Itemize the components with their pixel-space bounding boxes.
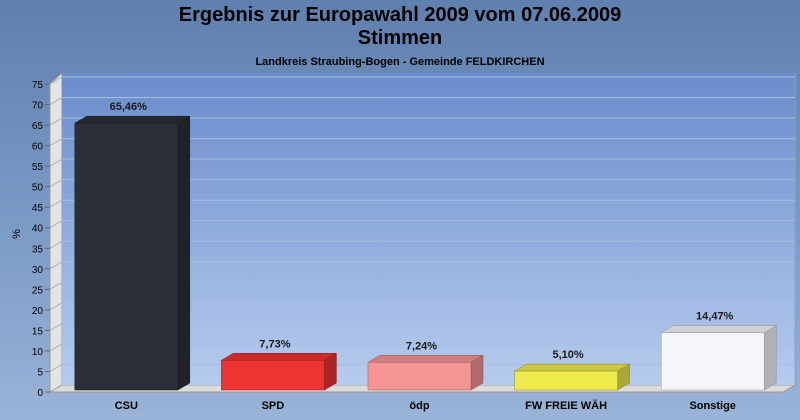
y-tick-label: 55 [32,162,44,173]
bar [74,122,179,391]
y-tick-label: 30 [32,265,44,276]
y-tick-label: 25 [32,285,44,296]
data-label: 65,46% [110,101,148,113]
y-tick-label: 40 [32,224,44,235]
gridline-wall [49,199,63,208]
gridline-wall [49,220,63,229]
gridline-wall [49,97,63,105]
bar [660,332,765,391]
gridline-wall [49,179,63,188]
y-tick-label: 20 [32,306,44,317]
gridline-wall [49,158,63,167]
data-label: 7,73% [259,338,290,350]
gridline-wall [49,117,63,126]
y-tick-label: 5 [37,367,43,378]
gridline-wall [49,76,63,85]
x-tick-label: SPD [262,400,285,412]
y-tick-label: 70 [32,101,44,112]
gridline-wall [49,302,63,311]
y-axis-label: % [11,229,23,239]
chart-title-2: Stimmen [358,27,442,49]
gridline-wall [49,322,63,331]
y-tick-label: 0 [37,388,43,399]
bar-top [73,115,191,124]
y-tick-label: 35 [32,244,44,255]
gridline-wall [49,138,63,147]
data-label: 14,47% [696,311,734,323]
left-wall [49,71,63,393]
y-tick-label: 65 [32,121,44,132]
bar-top [660,325,778,333]
bar-side [177,115,191,391]
bar-top [367,355,484,363]
y-tick-label: 45 [32,203,44,214]
data-label: 7,24% [406,340,437,352]
gridline-wall [49,364,63,372]
bar-top [220,353,338,361]
gridline-wall [49,281,63,290]
bar [221,360,325,391]
chart-subtitle: Landkreis Straubing-Bogen - Gemeinde FEL… [255,56,544,68]
gridline-wall [49,261,63,270]
bar [514,370,618,391]
x-tick-label: ödp [409,400,429,412]
gridline-wall [49,240,63,249]
y-tick-label: 50 [32,183,44,194]
x-tick-label: CSU [115,400,138,412]
bar [367,362,472,391]
bar-side [763,325,777,391]
data-label: 5,10% [552,349,583,361]
x-tick-label: FW FREIE WÄH [525,399,607,412]
x-tick-label: Sonstige [689,400,735,412]
y-tick-label: 15 [32,326,44,337]
y-tick-label: 10 [32,347,44,358]
bar-top [513,363,631,372]
y-tick-label: 60 [32,142,44,153]
y-tick-label: 75 [32,80,44,91]
gridline-wall [49,343,63,352]
chart-title: Ergebnis zur Europawahl 2009 vom 07.06.2… [179,4,621,26]
